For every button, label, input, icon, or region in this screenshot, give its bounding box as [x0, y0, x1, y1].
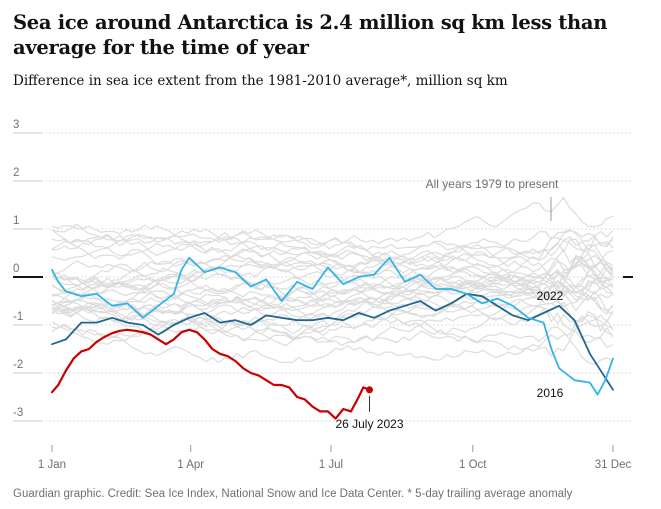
- background-years: [51, 196, 614, 365]
- background-year-line: [51, 228, 614, 267]
- y-tick-label: 1: [13, 215, 19, 227]
- all-years-label: All years 1979 to present: [426, 177, 559, 191]
- x-tick-label: 1 Jul: [319, 459, 343, 471]
- gridlines: 3 2 1 0 -1 -2 -3 1 Jan 1 Apr 1 Jul 1 Oct 31 Dec: [13, 119, 633, 471]
- background-year-line: [51, 235, 614, 297]
- y-tick-label: 2: [13, 167, 19, 179]
- background-year-line: [51, 254, 614, 308]
- x-tick-label: 1 Oct: [459, 459, 487, 471]
- background-year-line: [51, 223, 614, 260]
- series-2023-endpoint: [365, 386, 373, 394]
- background-year-line: [51, 273, 614, 312]
- highlight-series: [50, 256, 614, 420]
- background-year-line: [51, 225, 614, 279]
- y-tick-label: -3: [13, 407, 23, 419]
- series-line-2016: [51, 256, 614, 396]
- background-year-line: [51, 297, 614, 347]
- background-year-line: [51, 196, 614, 250]
- y-tick-label: 3: [13, 119, 19, 131]
- background-year-line: [51, 253, 614, 294]
- background-year-line: [51, 249, 614, 323]
- series-label-2016: 2016: [537, 386, 564, 400]
- x-tick-label: 1 Apr: [177, 459, 204, 471]
- series-line-2023: [50, 328, 371, 420]
- series-label-2023: 26 July 2023: [335, 417, 403, 431]
- background-year-line: [51, 236, 614, 300]
- source-credit: Guardian graphic. Credit: Sea Ice Index,…: [13, 488, 573, 500]
- chart-subtitle: Difference in sea ice extent from the 19…: [13, 73, 508, 89]
- background-year-line: [51, 264, 614, 303]
- series-line-2022: [51, 292, 614, 391]
- background-year-line: [51, 232, 614, 269]
- background-year-line: [51, 272, 614, 315]
- x-tick-label: 1 Jan: [38, 459, 66, 471]
- background-year-line: [51, 314, 614, 364]
- y-tick-label: -1: [13, 311, 23, 323]
- chart-title: Sea ice around Antarctica is 2.4 million…: [13, 11, 608, 59]
- series-label-2022: 2022: [537, 289, 564, 303]
- y-tick-label: 0: [13, 263, 19, 275]
- x-tick-label: 31 Dec: [595, 459, 632, 471]
- y-tick-label: -2: [13, 359, 23, 371]
- chart-labels: 26 July 2023 2022 2016 All years 1979 to pr…: [335, 177, 563, 431]
- background-year-line: [51, 284, 614, 328]
